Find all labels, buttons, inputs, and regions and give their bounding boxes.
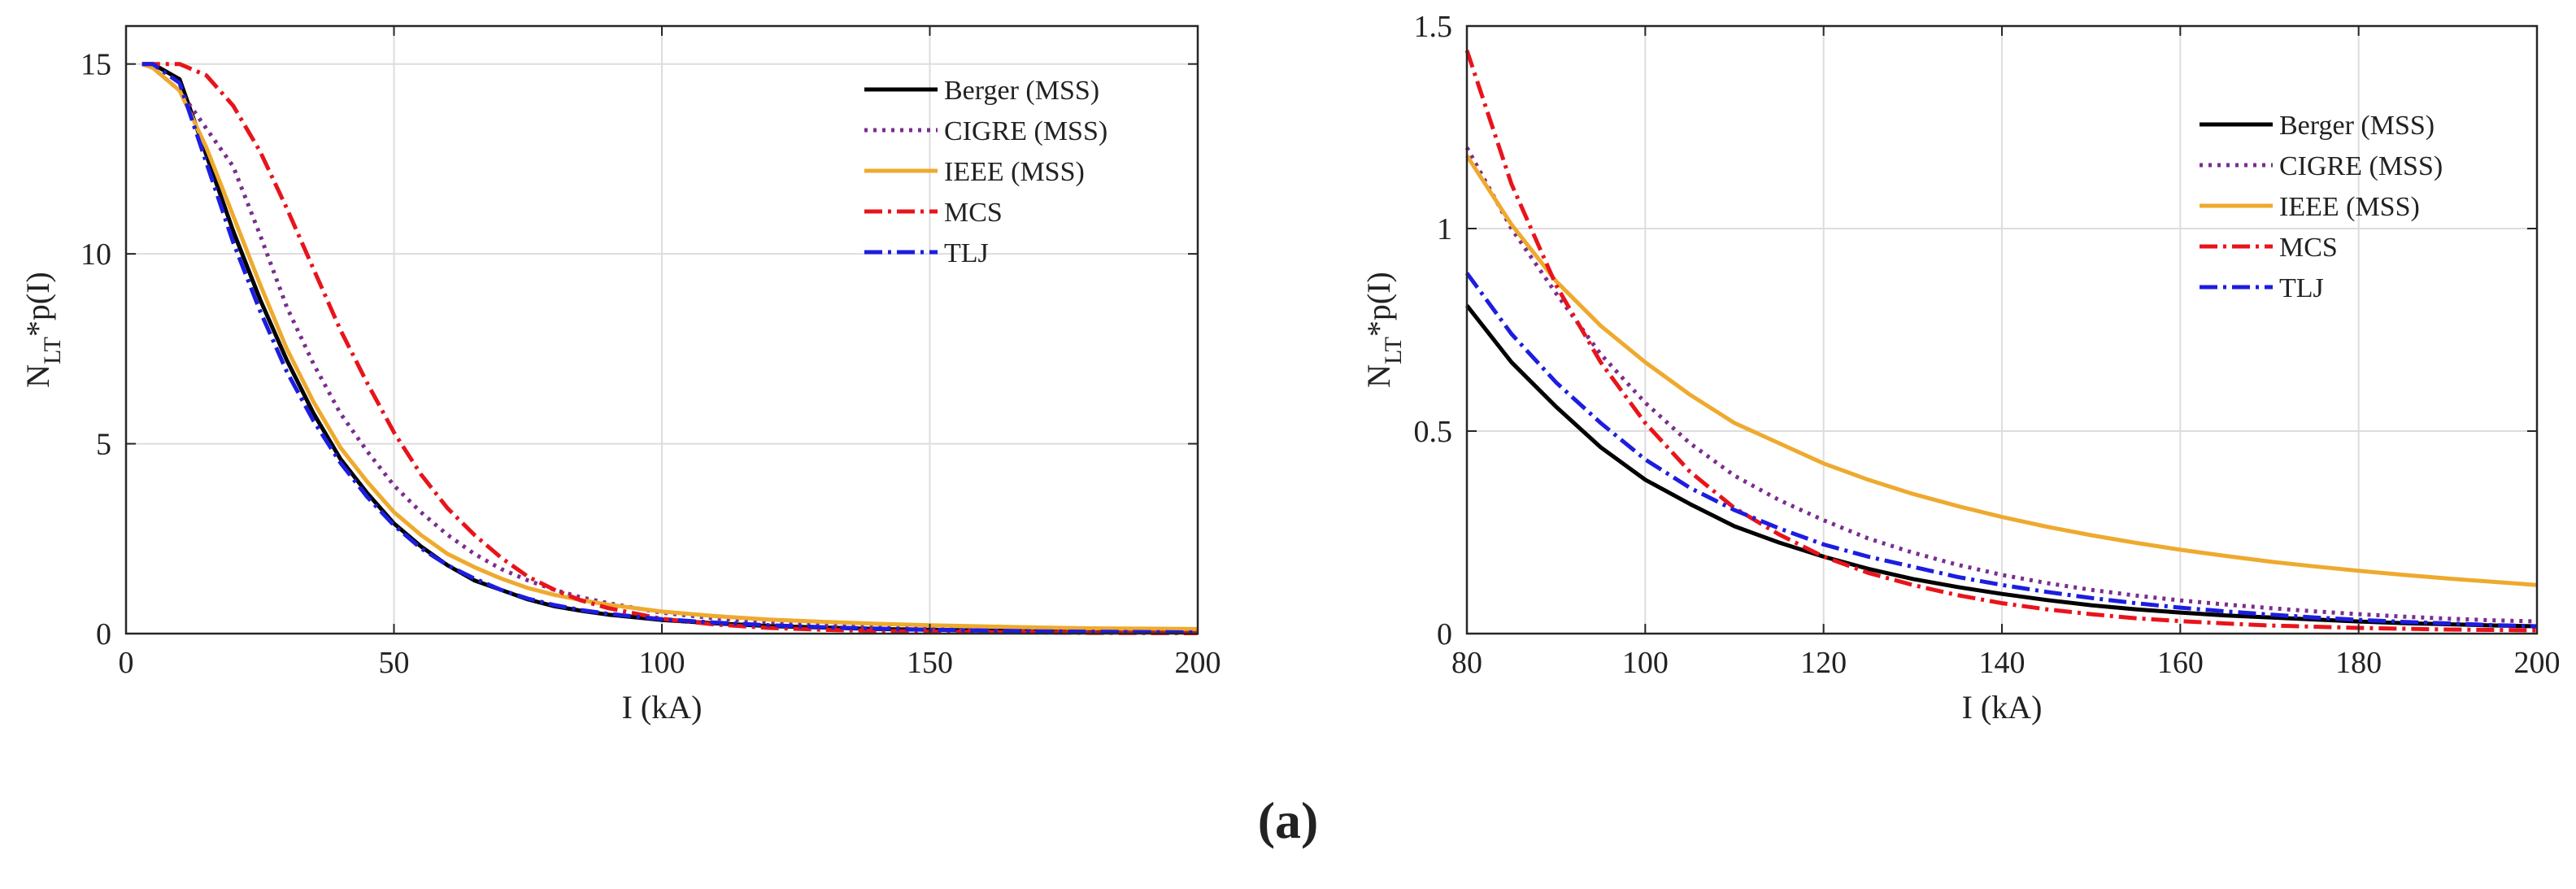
left-chart: 0 50 100 150 200 0 5 10 15 I (kA) NLT*p(I) Berger (… <box>20 24 1221 726</box>
x-tick-label: 200 <box>1175 646 1221 680</box>
legend-label: CIGRE (MSS) <box>944 116 1107 146</box>
legend-label: MCS <box>944 198 1003 228</box>
y-axis-label-subscript: LT <box>1380 337 1407 364</box>
legend: Berger (MSS) CIGRE (MSS) IEEE (MSS) MCS TLJ <box>2200 111 2443 303</box>
series-line-ieee-mss <box>1464 155 2538 587</box>
x-tick-label: 140 <box>1979 646 2026 680</box>
legend-label: Berger (MSS) <box>944 76 1099 106</box>
legend-label: CIGRE (MSS) <box>2279 151 2443 181</box>
y-tick-label: 0 <box>1437 617 1452 651</box>
legend-label: Berger (MSS) <box>2279 111 2435 141</box>
x-tick-label: 180 <box>2335 646 2382 680</box>
legend: Berger (MSS) CIGRE (MSS) IEEE (MSS) MCS TLJ <box>864 76 1107 268</box>
series-line-cigre-mss <box>1464 146 2538 624</box>
x-tick-label: 100 <box>639 646 685 680</box>
legend-label: IEEE (MSS) <box>2279 192 2420 222</box>
y-axis-label-main: N <box>20 364 56 388</box>
legend-label: MCS <box>2279 233 2338 263</box>
x-tick-label: 50 <box>379 646 410 680</box>
legend-label: TLJ <box>944 238 989 268</box>
x-axis-label: I (kA) <box>622 689 703 726</box>
x-axis-label: I (kA) <box>1962 689 2043 726</box>
y-axis-label-subscript: LT <box>39 337 66 364</box>
y-tick-label: 15 <box>80 48 111 82</box>
series-line-ieee-mss <box>141 62 1199 631</box>
y-tick-label: 0.5 <box>1414 415 1453 449</box>
y-tick-label: 1.5 <box>1414 10 1453 44</box>
x-tick-label: 0 <box>119 646 134 680</box>
y-tick-label: 1 <box>1437 212 1452 246</box>
y-axis-label-rest: *p(I) <box>20 272 56 337</box>
x-tick-label: 150 <box>907 646 953 680</box>
y-axis-label: NLT*p(I) <box>1360 272 1407 388</box>
series-line-tlj <box>141 62 1199 635</box>
legend-label: TLJ <box>2279 273 2324 303</box>
x-tick-label: 200 <box>2514 646 2561 680</box>
x-tick-label: 160 <box>2157 646 2204 680</box>
y-tick-label: 5 <box>96 428 111 462</box>
right-chart: 80 100 120 140 160 180 200 0 0.5 1 1.5 I (kA) NLT*p(… <box>1360 10 2561 726</box>
y-tick-label: 10 <box>80 238 111 272</box>
x-tick-label: 80 <box>1451 646 1482 680</box>
y-tick-label: 0 <box>96 617 111 651</box>
y-axis-label-main: N <box>1360 364 1397 388</box>
x-tick-label: 100 <box>1622 646 1669 680</box>
y-axis-label-rest: *p(I) <box>1360 272 1397 337</box>
series-line-berger-mss <box>1465 304 2538 629</box>
figure-caption: (a) <box>1258 791 1319 849</box>
x-tick-label: 120 <box>1800 646 1847 680</box>
legend-label: IEEE (MSS) <box>944 157 1085 187</box>
y-axis-label: NLT*p(I) <box>20 272 66 388</box>
